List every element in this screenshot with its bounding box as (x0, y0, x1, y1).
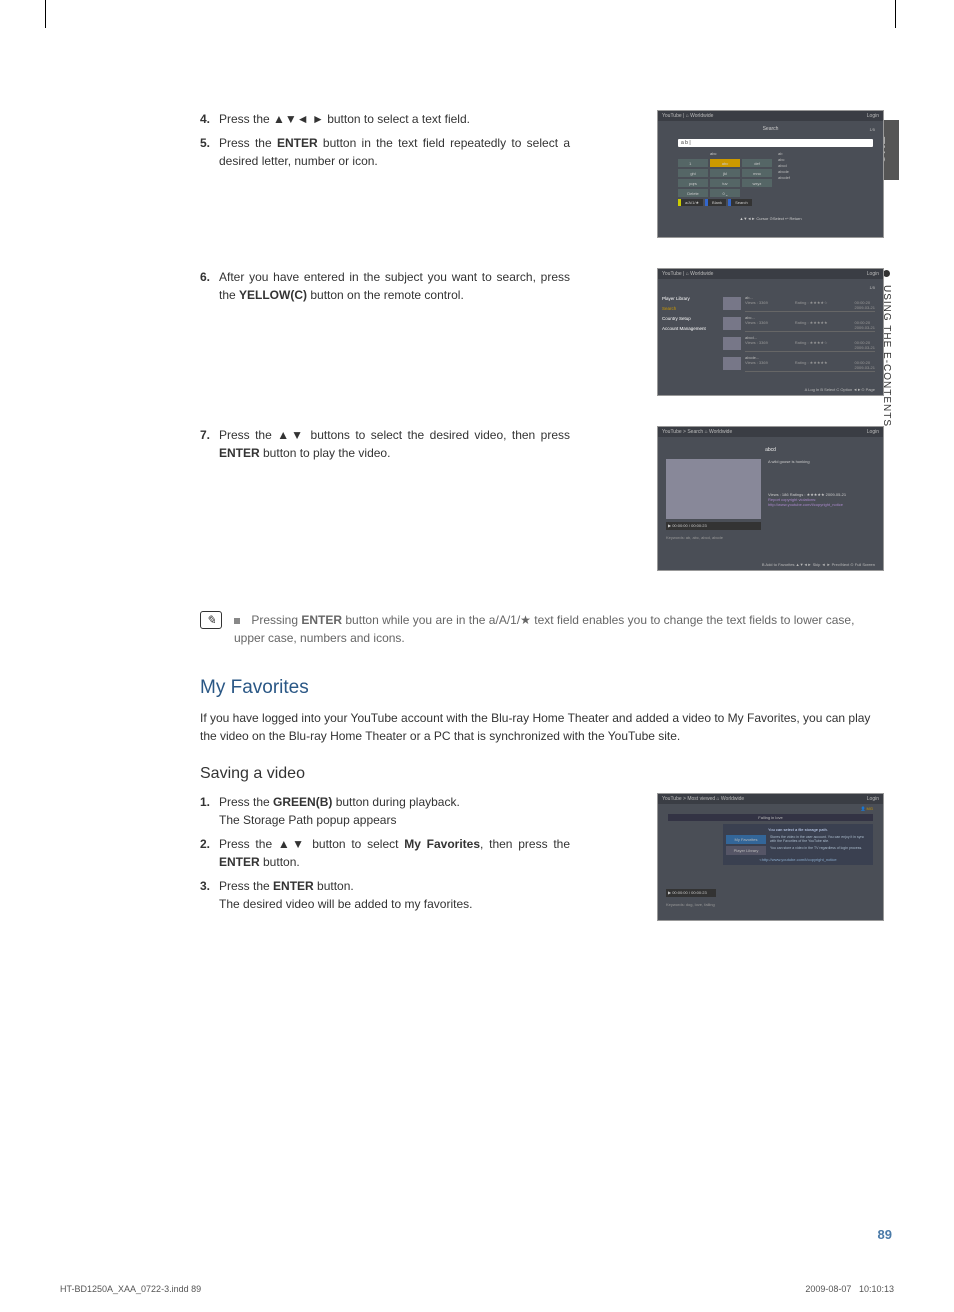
step-number: 6. (200, 268, 216, 304)
ss-result-item: ab... Views : 3369Rating : ★★★★☆00:00:20… (723, 295, 875, 312)
ss-result-item: abcd... Views : 3369Rating : ★★★★☆00:00:… (723, 335, 875, 352)
ss-count: 1/5 (869, 127, 875, 132)
ss-login: Login (867, 796, 879, 802)
note-box: ✎ Pressing ENTER button while you are in… (200, 611, 884, 647)
footer-file: HT-BD1250A_XAA_0722-3.indd 89 (60, 1284, 201, 1294)
section-title-my-favorites: My Favorites (200, 677, 884, 699)
crop-mark (45, 0, 46, 28)
ss-popup-url: <http://www.youtube.com/t/copyright_noti… (726, 857, 870, 862)
footer-datetime: 2009-08-07 10:10:13 (805, 1284, 894, 1294)
ss-sidebar: Player Library Search Country Setup Acco… (662, 294, 717, 334)
ss-video-progress: ▶ 00:00:00 / 00:00:23 (666, 522, 761, 530)
screenshot-search-results: YouTube | ⌂ Worldwide Login 1/5 Player L… (657, 268, 884, 396)
section-indicator-dot (883, 270, 890, 277)
ss-header-text: YouTube > Search ⌂ Worldwide (662, 429, 732, 435)
ss-thumb (723, 337, 741, 350)
ss-key: jkl (710, 169, 740, 177)
instruction-group: 7. Press the ▲▼ buttons to select the de… (200, 426, 570, 468)
ss-thumb (723, 357, 741, 370)
step-number: 7. (200, 426, 216, 462)
step-number: 3. (200, 877, 216, 913)
step-text: Press the ENTER button in the text field… (219, 134, 570, 170)
ss-search-btn: Search (728, 199, 752, 206)
ss-key: mno (742, 169, 772, 177)
screenshot-search-keypad: YouTube | ⌂ Worldwide Login Search 1/5 a… (657, 110, 884, 238)
ss-keywords: Keywords: ab, abc, abcd, abcde (666, 535, 723, 540)
step-number: 2. (200, 835, 216, 871)
ss-result-item: abcde... Views : 3369Rating : ★★★★★00:00… (723, 355, 875, 372)
ss-mode: abc (710, 151, 883, 156)
ss-search-input: a b | (678, 139, 873, 147)
ss-video-progress: ▶ 00:00:00 / 00:00:23 (666, 889, 716, 897)
ss-hints: ▲▼◄► Cursor ⊙Select ↩ Return (658, 216, 883, 221)
ss-main-title: Falling in love (668, 814, 873, 821)
ss-search-title: Search (658, 126, 883, 132)
ss-thumb (723, 297, 741, 310)
step-number: 1. (200, 793, 216, 829)
note-icon: ✎ (200, 611, 222, 629)
instruction-group: 1. Press the GREEN(B) button during play… (200, 793, 570, 919)
ss-popup-desc: You can store a video in the TV regardle… (770, 846, 870, 855)
screenshot-video-detail: YouTube > Search ⌂ Worldwide Login abcd … (657, 426, 884, 571)
ss-blank-btn: Blank (705, 199, 726, 206)
ss-key: ghi (678, 169, 708, 177)
ss-key: wxyz (742, 179, 772, 187)
ss-key: abc (710, 159, 740, 167)
ss-video-title: abcd (658, 447, 883, 453)
ss-key: 1 (678, 159, 708, 167)
my-favorites-description: If you have logged into your YouTube acc… (200, 709, 884, 745)
ss-header-text: YouTube > Most viewed ⌂ Worldwide (662, 796, 744, 802)
ss-key: 0 ⎵ (710, 189, 740, 197)
ss-popup-btn-favorites: My Favorites (726, 835, 766, 844)
instruction-group: 6. After you have entered in the subject… (200, 268, 570, 310)
step-text: Press the ▲▼ buttons to select the desir… (219, 426, 570, 462)
step-text: Press the ENTER button. The desired vide… (219, 877, 472, 913)
ss-key: pqrs (678, 179, 708, 187)
ss-hints: B Add to Favorites ▲▼◄► Skip ◄ ► Prev/Ne… (762, 562, 875, 567)
ss-popup-desc: Stores the video in the user account. Yo… (770, 835, 870, 844)
ss-popup-title: You can select a file storage path. (726, 827, 870, 832)
ss-storage-popup: You can select a file storage path. My F… (723, 824, 873, 865)
page-number: 89 (878, 1227, 892, 1242)
ss-bottom-buttons: a/A/1/★ Blank Search (678, 199, 883, 206)
instruction-group: 4. Press the ▲▼◄ ► button to select a te… (200, 110, 570, 176)
ss-count: 1/5 (869, 285, 875, 290)
note-text: Pressing ENTER button while you are in t… (234, 611, 884, 647)
step-text: After you have entered in the subject yo… (219, 268, 570, 304)
subsection-title-saving: Saving a video (200, 765, 884, 783)
ss-video-info: A wild goose is honking Views : 186 Rati… (768, 459, 875, 507)
crop-mark (895, 0, 896, 28)
ss-key: Delete (678, 189, 708, 197)
ss-hints: A Log In B Select C Option ◄►⊙ Page (805, 387, 875, 392)
ss-login: Login (867, 429, 879, 435)
ss-key: def (742, 159, 772, 167)
step-text: Press the GREEN(B) button during playbac… (219, 793, 460, 829)
ss-keywords: Keywords: dog, love, falling (666, 902, 715, 907)
ss-mode-btn: a/A/1/★ (678, 199, 703, 206)
ss-header-text: YouTube | ⌂ Worldwide (662, 113, 713, 119)
bullet-icon (234, 618, 240, 624)
ss-header-text: YouTube | ⌂ Worldwide (662, 271, 713, 277)
page-content: 4. Press the ▲▼◄ ► button to select a te… (0, 0, 954, 981)
ss-video-thumb (666, 459, 761, 519)
ss-result-item: abc... Views : 3369Rating : ★★★★★00:00:2… (723, 315, 875, 332)
ss-login: Login (867, 271, 879, 277)
page-footer: HT-BD1250A_XAA_0722-3.indd 89 2009-08-07… (60, 1284, 894, 1294)
step-text: Press the ▲▼◄ ► button to select a text … (219, 110, 470, 128)
step-text: Press the ▲▼ button to select My Favorit… (219, 835, 570, 871)
ss-login: Login (867, 113, 879, 119)
screenshot-storage-popup: YouTube > Most viewed ⌂ Worldwide Login … (657, 793, 884, 921)
ss-suggestions: ab abc abcd abcde abcdef (778, 151, 790, 181)
ss-popup-btn-library: Player Library (726, 846, 766, 855)
ss-thumb (723, 317, 741, 330)
step-number: 4. (200, 110, 216, 128)
ss-key: tuv (710, 179, 740, 187)
ss-user: 👤 MG (860, 806, 873, 811)
step-number: 5. (200, 134, 216, 170)
ss-results-list: ab... Views : 3369Rating : ★★★★☆00:00:20… (723, 295, 875, 375)
